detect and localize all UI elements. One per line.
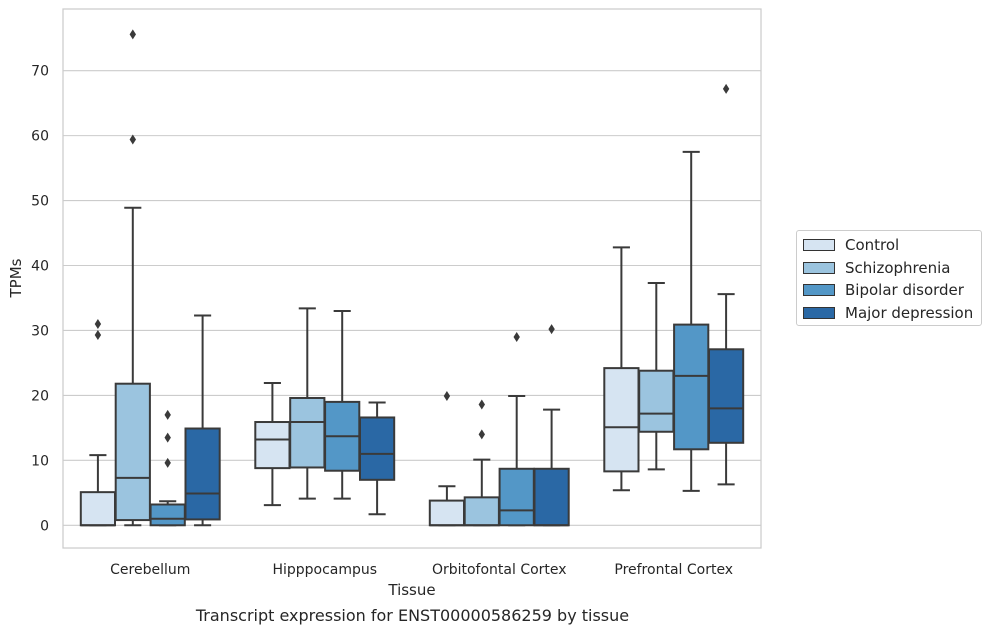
box-iqr [289, 396, 326, 469]
legend-swatch [803, 239, 835, 251]
x-tick-label: Hipppocampus [272, 562, 377, 578]
outlier-marker [94, 318, 102, 329]
outlier-marker [513, 331, 520, 342]
y-tick-label: 70 [31, 64, 49, 80]
legend-item: Bipolar disorder [803, 280, 964, 300]
box-major-depression [533, 324, 570, 527]
legend-item: Schizophrenia [803, 258, 950, 278]
y-tick-label: 50 [31, 194, 49, 210]
box-iqr [498, 467, 535, 527]
y-tick-label: 40 [31, 259, 49, 275]
box-schizophrenia [463, 399, 500, 527]
box-iqr [254, 421, 291, 470]
outlier-marker [443, 391, 451, 402]
outlier-marker [478, 399, 485, 410]
box-bipolar-disorder [149, 409, 186, 527]
box-iqr [184, 427, 221, 521]
boxes [79, 29, 745, 527]
box-iqr [428, 499, 466, 527]
box-control [254, 382, 291, 507]
y-tick-label: 60 [31, 129, 49, 145]
x-tick-label: Orbitofontal Cortex [432, 562, 567, 578]
box-iqr [114, 382, 151, 522]
box-iqr [638, 369, 675, 433]
y-axis-label: TPMs [7, 258, 25, 298]
outlier-marker [129, 134, 136, 145]
y-tick-label: 20 [31, 388, 49, 404]
box-major-depression [358, 401, 396, 516]
box-iqr [533, 467, 570, 527]
box-major-depression [184, 314, 221, 527]
box-bipolar-disorder [673, 150, 710, 492]
legend-swatch [803, 306, 835, 319]
outlier-marker [164, 409, 171, 420]
legend-item: Control [803, 235, 899, 255]
legend-label: Bipolar disorder [845, 281, 964, 299]
y-axis-ticks: 0 10 20 30 40 50 60 70 [31, 64, 49, 535]
plot-area [62, 8, 762, 549]
outlier-marker [94, 329, 102, 340]
legend-label: Major depression [845, 303, 974, 322]
box-iqr [603, 367, 640, 473]
outlier-marker [129, 29, 136, 40]
legend-swatch [803, 284, 835, 296]
outlier-marker [164, 432, 171, 443]
x-axis-ticks: Cerebellum Hipppocampus Orbitofontal Corte… [110, 562, 733, 578]
outlier-marker [548, 324, 555, 335]
box-iqr [707, 348, 745, 444]
x-tick-label: Cerebellum [110, 562, 190, 578]
legend: Control Schizophrenia Bipolar disorder Majo… [796, 230, 982, 326]
box-iqr [358, 416, 396, 481]
x-tick-label: Prefrontal Cortex [614, 562, 733, 578]
box-iqr [673, 323, 710, 451]
box-iqr [79, 491, 117, 527]
outlier-marker [164, 457, 171, 468]
y-tick-label: 30 [31, 323, 49, 339]
legend-swatch [803, 261, 835, 274]
box-iqr [149, 503, 186, 527]
box-schizophrenia [114, 29, 151, 527]
box-schizophrenia [638, 282, 675, 471]
y-tick-label: 10 [31, 453, 49, 469]
box-iqr [463, 496, 500, 527]
box-control [428, 391, 466, 527]
legend-item: Major depression [803, 303, 973, 323]
box-control [79, 318, 117, 527]
box-schizophrenia [289, 307, 326, 500]
legend-label: Schizophrenia [845, 258, 951, 277]
outlier-marker [722, 83, 730, 94]
box-major-depression [707, 83, 745, 486]
legend-label: Control [845, 236, 900, 254]
y-tick-label: 0 [40, 518, 49, 534]
x-axis-label: Tissue [387, 581, 435, 599]
outlier-marker [478, 429, 485, 440]
figure-caption: Transcript expression for ENST0000058625… [195, 606, 630, 625]
